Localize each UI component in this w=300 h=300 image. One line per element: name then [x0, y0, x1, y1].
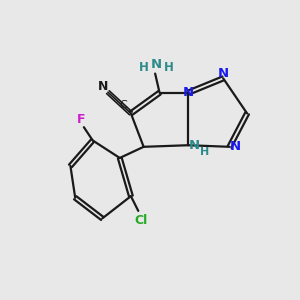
Text: N: N	[218, 68, 229, 80]
Text: Cl: Cl	[135, 214, 148, 227]
Text: N: N	[189, 139, 200, 152]
Text: N: N	[151, 58, 162, 70]
Text: C: C	[119, 100, 127, 110]
Text: N: N	[98, 80, 108, 93]
Text: H: H	[164, 61, 174, 74]
Text: H: H	[200, 147, 209, 157]
Text: N: N	[183, 86, 194, 99]
Text: F: F	[77, 113, 85, 126]
Text: H: H	[139, 61, 149, 74]
Text: N: N	[229, 140, 240, 153]
